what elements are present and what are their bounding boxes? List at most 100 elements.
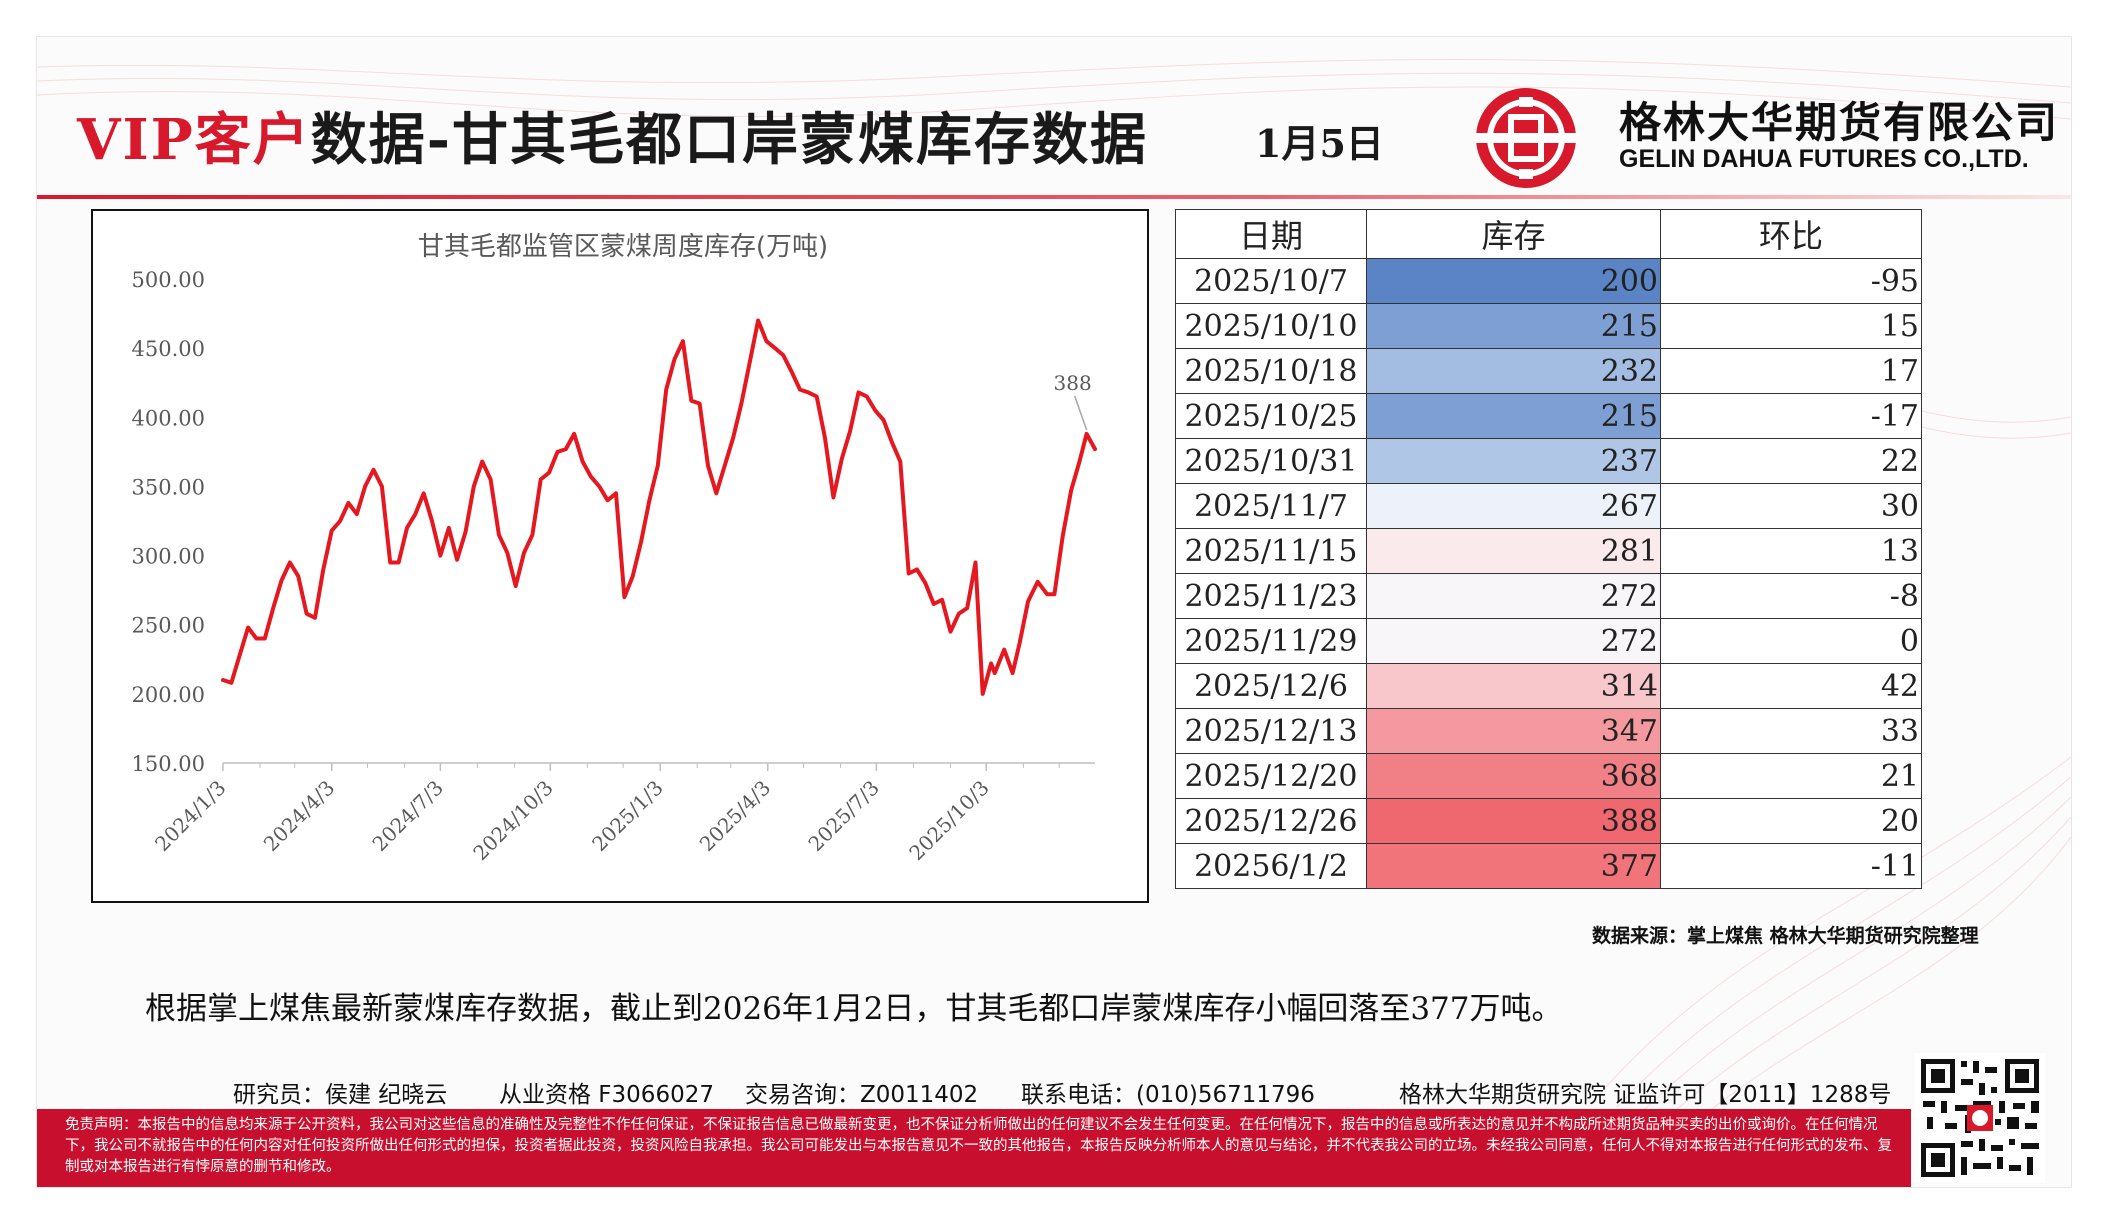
- table-row: 2025/10/10 215 15: [1175, 303, 1922, 349]
- header-change: 环比: [1660, 209, 1922, 259]
- logo-cn-text: 格林大华期货有限公司: [1619, 98, 2060, 147]
- data-source: 数据来源：掌上煤焦 格林大华期货研究院整理: [1592, 925, 1979, 947]
- cell-date: 2025/11/23: [1175, 573, 1367, 619]
- cell-stock: 232: [1366, 348, 1661, 394]
- table-header-row: 日期 库存 环比: [1175, 209, 1922, 259]
- cell-stock: 215: [1366, 303, 1661, 349]
- table-row: 20256/1/2 377 -11: [1175, 843, 1922, 889]
- cell-stock: 368: [1366, 753, 1661, 799]
- cell-change: 17: [1660, 348, 1922, 394]
- cell-date: 2025/10/31: [1175, 438, 1367, 484]
- y-tick-label: 450.00: [132, 337, 205, 361]
- license-number: 从业资格 F3066027: [499, 1082, 714, 1108]
- y-tick-label: 200.00: [132, 683, 205, 707]
- cell-change: 22: [1660, 438, 1922, 484]
- cell-change: 15: [1660, 303, 1922, 349]
- cell-date: 2025/10/18: [1175, 348, 1367, 394]
- cell-date: 2025/12/26: [1175, 798, 1367, 844]
- inventory-table: 日期 库存 环比 2025/10/7 200 -95 2025/10/10 215 15 2…: [1175, 209, 1922, 889]
- x-tick-label: 2025/10/3: [904, 776, 993, 865]
- x-tick-label: 2024/10/3: [468, 776, 557, 865]
- y-tick-label: 400.00: [132, 406, 205, 430]
- last-value-label: 388: [1054, 371, 1092, 395]
- institute-license: 格林大华期货研究院 证监许可【2011】1288号: [1399, 1082, 1892, 1108]
- table-row: 2025/11/23 272 -8: [1175, 573, 1922, 619]
- table-row: 2025/12/13 347 33: [1175, 708, 1922, 754]
- consult-number: 交易咨询：Z0011402: [745, 1082, 979, 1108]
- chart-svg: 甘其毛都监管区蒙煤周度库存(万吨) 500.00 450.00 400.00 350.0…: [132, 232, 1097, 865]
- table-row: 2025/12/26 388 20: [1175, 798, 1922, 844]
- cell-change: 0: [1660, 618, 1922, 664]
- report-frame: VIP客户数据-甘其毛都口岸蒙煤库存数据 1月5日 格林大华期货有限公司 GEL…: [36, 36, 2072, 1188]
- title-text: 数据-甘其毛都口岸蒙煤库存数据: [310, 107, 1149, 173]
- y-tick-label: 250.00: [132, 614, 205, 638]
- cell-stock: 267: [1366, 483, 1661, 529]
- cell-change: -95: [1660, 258, 1922, 304]
- cell-stock: 272: [1366, 573, 1661, 619]
- inventory-chart: 甘其毛都监管区蒙煤周度库存(万吨) 500.00 450.00 400.00 350.0…: [91, 209, 1149, 903]
- vip-label: VIP客户: [77, 107, 311, 173]
- cell-date: 2025/12/13: [1175, 708, 1367, 754]
- cell-date: 2025/10/25: [1175, 393, 1367, 439]
- header-divider: [37, 195, 2071, 199]
- table-row: 2025/12/20 368 21: [1175, 753, 1922, 799]
- summary-text: 根据掌上煤焦最新蒙煤库存数据，截止到2026年1月2日，甘其毛都口岸蒙煤库存小幅…: [145, 991, 1563, 1027]
- y-tick-label: 150.00: [132, 752, 205, 776]
- table-row: 2025/10/7 200 -95: [1175, 258, 1922, 304]
- y-tick-label: 500.00: [132, 268, 205, 292]
- report-date: 1月5日: [1255, 121, 1384, 166]
- last-value-leader: [1073, 395, 1088, 431]
- cell-change: 21: [1660, 753, 1922, 799]
- table-row: 2025/10/18 232 17: [1175, 348, 1922, 394]
- cell-change: -8: [1660, 573, 1922, 619]
- cell-change: 13: [1660, 528, 1922, 574]
- x-tick-label: 2024/1/3: [150, 776, 230, 856]
- cell-stock: 347: [1366, 708, 1661, 754]
- x-tick-label: 2025/1/3: [587, 776, 667, 856]
- y-tick-label: 350.00: [132, 475, 205, 499]
- cell-date: 2025/10/7: [1175, 258, 1367, 304]
- cell-stock: 215: [1366, 393, 1661, 439]
- cell-date: 2025/12/20: [1175, 753, 1367, 799]
- chart-title: 甘其毛都监管区蒙煤周度库存(万吨): [418, 232, 828, 262]
- background-wave-decoration: [37, 59, 2071, 1138]
- cell-stock: 272: [1366, 618, 1661, 664]
- header-date: 日期: [1175, 209, 1367, 259]
- header-stock: 库存: [1366, 209, 1661, 259]
- cell-date: 2025/11/29: [1175, 618, 1367, 664]
- x-tick-label: 2025/4/3: [695, 776, 775, 856]
- contact-phone: 联系电话：(010)56711796: [1021, 1082, 1315, 1108]
- report-title: VIP客户数据-甘其毛都口岸蒙煤库存数据: [77, 95, 1148, 176]
- cell-date: 20256/1/2: [1175, 843, 1367, 889]
- cell-stock: 237: [1366, 438, 1661, 484]
- cell-change: 42: [1660, 663, 1922, 709]
- cell-date: 2025/12/6: [1175, 663, 1367, 709]
- cell-change: 20: [1660, 798, 1922, 844]
- table-row: 2025/10/25 215 -17: [1175, 393, 1922, 439]
- cell-stock: 200: [1366, 258, 1661, 304]
- x-tick-label: 2024/4/3: [259, 776, 339, 856]
- series-line: [221, 318, 1097, 696]
- cell-change: 33: [1660, 708, 1922, 754]
- cell-stock: 388: [1366, 798, 1661, 844]
- qr-code-icon: [1915, 1053, 2045, 1183]
- table-row: 2025/11/7 267 30: [1175, 483, 1922, 529]
- cell-date: 2025/10/10: [1175, 303, 1367, 349]
- researcher-names: 研究员：侯建 纪晓云: [233, 1082, 448, 1108]
- cell-stock: 314: [1366, 663, 1661, 709]
- table-row: 2025/11/15 281 13: [1175, 528, 1922, 574]
- cell-stock: 281: [1366, 528, 1661, 574]
- y-tick-label: 300.00: [132, 545, 205, 569]
- table-row: 2025/12/6 314 42: [1175, 663, 1922, 709]
- cell-stock: 377: [1366, 843, 1661, 889]
- cell-date: 2025/11/7: [1175, 483, 1367, 529]
- cell-date: 2025/11/15: [1175, 528, 1367, 574]
- company-logo: 格林大华期货有限公司 GELIN DAHUA FUTURES CO.,LTD.: [1471, 83, 2057, 193]
- gelin-logo-icon: [1476, 88, 1576, 188]
- table-row: 2025/10/31 237 22: [1175, 438, 1922, 484]
- cell-change: -11: [1660, 843, 1922, 889]
- cell-change: -17: [1660, 393, 1922, 439]
- disclaimer: 免责声明：本报告中的信息均来源于公开资料，我公司对这些信息的准确性及完整性不作任…: [37, 1109, 1911, 1187]
- cell-change: 30: [1660, 483, 1922, 529]
- table-row: 2025/11/29 272 0: [1175, 618, 1922, 664]
